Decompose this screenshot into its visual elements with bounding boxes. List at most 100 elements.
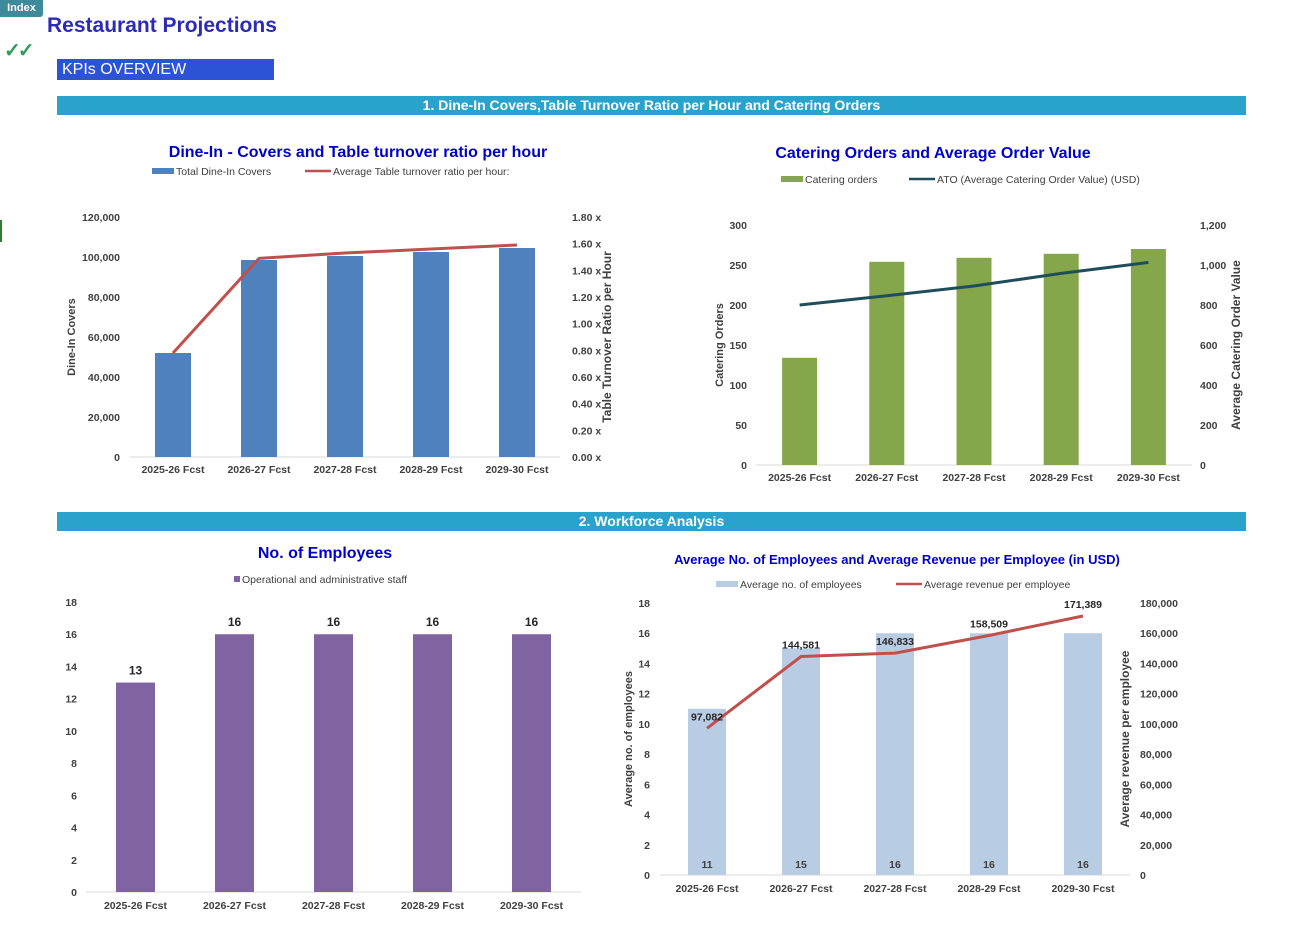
bar-data-label: 16: [983, 859, 995, 871]
x-tick-label: 2027-28 Fcst: [942, 472, 1006, 484]
y2-tick-label: 1.20 x: [572, 292, 601, 304]
y2-tick-label: 100,000: [1140, 719, 1178, 731]
y2-tick-label: 0.20 x: [572, 425, 601, 437]
x-tick-label: 2027-28 Fcst: [302, 900, 366, 912]
bar: [499, 248, 535, 457]
y-tick-label: 12: [65, 694, 77, 706]
y2-axis-label: Table Turnover Ratio per Hour: [600, 251, 614, 423]
legend-label: Operational and administrative staff: [242, 574, 407, 586]
y-tick-label: 14: [638, 658, 650, 670]
bar: [688, 708, 726, 875]
y-tick-label: 200: [729, 300, 747, 312]
bar: [512, 634, 551, 892]
x-tick-label: 2028-29 Fcst: [399, 464, 463, 476]
x-tick-label: 2029-30 Fcst: [1117, 472, 1181, 484]
legend-label: Average no. of employees: [740, 579, 862, 591]
y-tick-label: 6: [644, 779, 650, 791]
x-tick-label: 2025-26 Fcst: [141, 464, 205, 476]
x-tick-label: 2027-28 Fcst: [313, 464, 377, 476]
legend-label: Total Dine-In Covers: [176, 166, 271, 178]
checkmark-icon: ✓✓: [4, 40, 34, 62]
y2-tick-label: 140,000: [1140, 658, 1178, 670]
bar: [314, 634, 353, 892]
y2-tick-label: 1.60 x: [572, 239, 601, 251]
y2-tick-label: 20,000: [1140, 840, 1172, 852]
y-axis-label: Dine-In Covers: [66, 298, 78, 376]
x-tick-label: 2026-27 Fcst: [203, 900, 267, 912]
y2-tick-label: 1.00 x: [572, 319, 601, 331]
x-tick-label: 2026-27 Fcst: [769, 883, 833, 895]
y2-tick-label: 1.80 x: [572, 212, 601, 224]
line-data-label: 158,509: [970, 618, 1008, 630]
legend-swatch: [234, 576, 240, 582]
x-tick-label: 2029-30 Fcst: [1051, 883, 1115, 895]
legend-swatch: [781, 176, 803, 182]
y2-tick-label: 40,000: [1140, 810, 1172, 822]
bar: [970, 633, 1008, 875]
legend-label: Average Table turnover ratio per hour:: [333, 166, 509, 178]
x-tick-label: 2028-29 Fcst: [401, 900, 465, 912]
x-tick-label: 2029-30 Fcst: [485, 464, 549, 476]
bar: [327, 256, 363, 457]
y-tick-label: 14: [65, 661, 77, 673]
legend-label: Average revenue per employee: [924, 579, 1070, 591]
series-line: [799, 260, 1149, 307]
y-tick-label: 4: [71, 823, 77, 835]
bar-data-label: 16: [327, 615, 341, 629]
y2-tick-label: 0.80 x: [572, 345, 601, 357]
y2-tick-label: 800: [1200, 300, 1218, 312]
y2-axis-label: Average Catering Order Value: [1229, 260, 1243, 430]
y2-tick-label: 60,000: [1140, 779, 1172, 791]
bar-data-label: 16: [889, 859, 901, 871]
y-tick-label: 8: [71, 758, 77, 770]
y2-tick-label: 1.40 x: [572, 265, 601, 277]
bar-data-label: 16: [525, 615, 539, 629]
y-tick-label: 18: [65, 597, 77, 609]
y-tick-label: 2: [71, 855, 77, 867]
bar: [215, 634, 254, 892]
bar: [1043, 253, 1079, 465]
bar-data-label: 11: [701, 859, 712, 871]
y2-tick-label: 160,000: [1140, 628, 1178, 640]
bar-data-label: 15: [795, 859, 807, 871]
y2-axis-label: Average revenue per employee: [1118, 650, 1132, 827]
y2-tick-label: 0.40 x: [572, 399, 601, 411]
bar: [1064, 633, 1102, 875]
bar: [869, 261, 905, 465]
y2-tick-label: 0.60 x: [572, 372, 601, 384]
series-line: [706, 614, 1084, 730]
series-line: [171, 243, 518, 355]
bar-data-label: 16: [1077, 859, 1089, 871]
y-tick-label: 250: [729, 260, 747, 272]
bar: [956, 257, 992, 465]
y2-tick-label: 0: [1140, 870, 1146, 882]
y-tick-label: 0: [114, 452, 120, 464]
bar: [1130, 249, 1166, 465]
y-tick-label: 18: [638, 598, 650, 610]
y-tick-label: 16: [65, 629, 77, 641]
chart-title: No. of Employees: [258, 545, 392, 562]
y-tick-label: 40,000: [88, 372, 120, 384]
x-tick-label: 2029-30 Fcst: [500, 900, 564, 912]
y-tick-label: 12: [638, 689, 650, 701]
bar: [155, 353, 191, 457]
y2-tick-label: 180,000: [1140, 598, 1178, 610]
y-tick-label: 60,000: [88, 332, 120, 344]
y-tick-label: 16: [638, 628, 650, 640]
index-tab-button[interactable]: Index: [0, 0, 43, 17]
bar: [876, 633, 914, 875]
y-tick-label: 0: [644, 870, 650, 882]
bar: [116, 682, 155, 892]
sheet-edge-marker: [0, 220, 2, 242]
legend-swatch: [716, 581, 738, 587]
y-tick-label: 300: [729, 220, 747, 232]
page-title: Restaurant Projections: [47, 14, 277, 37]
bar: [413, 252, 449, 457]
chart-title: Average No. of Employees and Average Rev…: [674, 552, 1120, 567]
y-tick-label: 100,000: [82, 252, 120, 264]
y-tick-label: 150: [729, 340, 747, 352]
bar: [782, 648, 820, 875]
y2-tick-label: 0: [1200, 460, 1206, 472]
legend-swatch: [152, 168, 174, 174]
section-header-dine-in: 1. Dine-In Covers,Table Turnover Ratio p…: [57, 96, 1246, 115]
